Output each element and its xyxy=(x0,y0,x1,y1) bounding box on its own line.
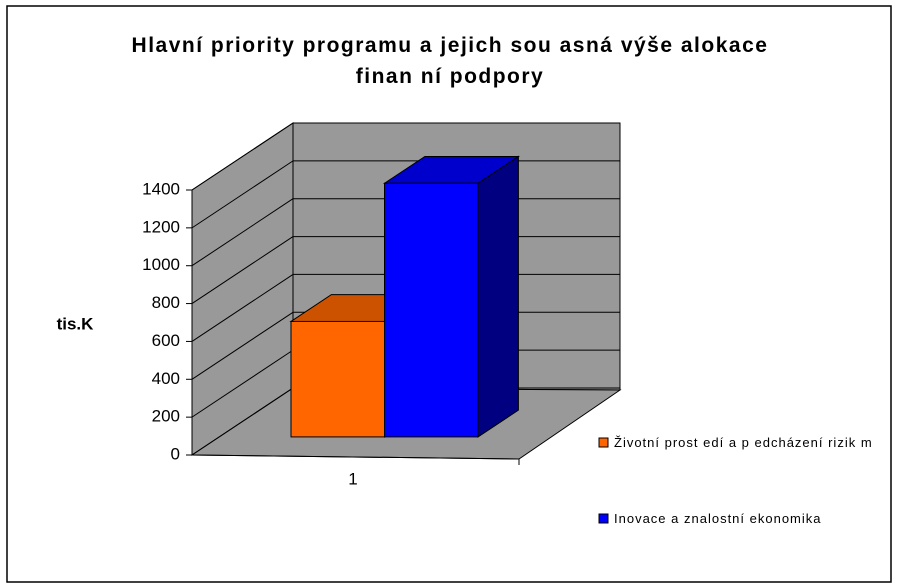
legend-label: Inovace a znalostní ekonomika xyxy=(614,511,822,526)
grid-line xyxy=(191,387,294,456)
x-axis xyxy=(191,454,520,460)
bar-front xyxy=(290,320,385,438)
y-tick-label: 1000 xyxy=(142,255,180,274)
grid-line xyxy=(191,198,294,267)
y-tick-label: 800 xyxy=(152,293,180,312)
grid-line xyxy=(191,311,294,380)
bar-front xyxy=(384,182,479,438)
bar-side xyxy=(477,155,519,438)
y-tick-label: 400 xyxy=(152,369,180,388)
y-tick-label: 1400 xyxy=(142,179,180,198)
chart-title: Hlavní priority programu a jejich sou as… xyxy=(131,34,769,88)
y-tick-label: 200 xyxy=(152,407,180,426)
y-axis-label: tis.K xyxy=(57,314,95,333)
grid-line xyxy=(191,122,294,191)
grid-line xyxy=(191,236,294,304)
y-tick-label: 1200 xyxy=(142,217,180,236)
legend-label: Životní prost edí a p edcházení rizik m xyxy=(614,435,873,450)
frame xyxy=(6,5,892,583)
legend-swatch xyxy=(598,513,609,524)
grid-line xyxy=(191,274,294,342)
x-tick-label: 1 xyxy=(348,469,357,488)
grid-line xyxy=(191,349,294,418)
legend-swatch xyxy=(598,437,609,448)
y-tick-label: 600 xyxy=(152,331,180,350)
bar xyxy=(382,155,521,438)
grid-line xyxy=(191,160,294,229)
y-tick-label: 0 xyxy=(171,444,180,463)
